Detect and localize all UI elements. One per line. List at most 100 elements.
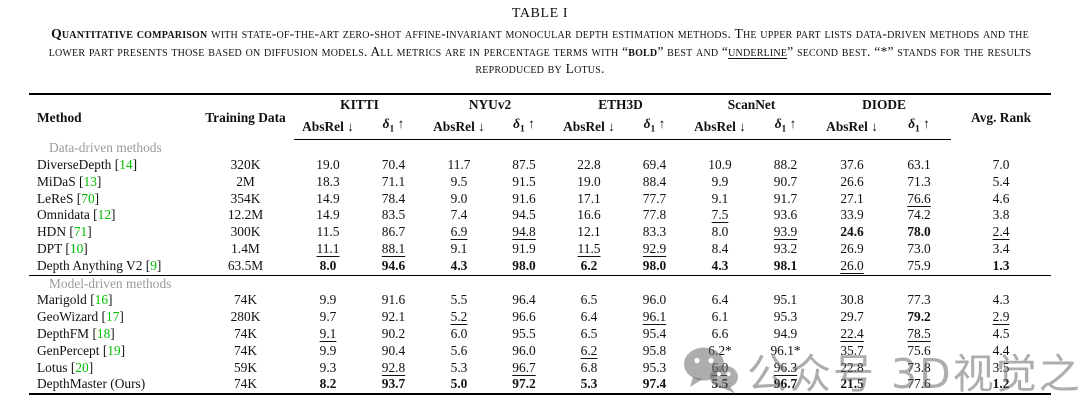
down-arrow-icon: ↓ [739, 118, 746, 134]
metric-value: 9.9 [711, 173, 729, 189]
col-header-absrel: AbsRel ↓ [555, 113, 624, 141]
citation-link[interactable]: 18 [96, 325, 111, 341]
up-arrow-icon: ↑ [528, 115, 535, 131]
metric-value: 6.2 [580, 257, 598, 273]
method-name: DiverseDepth [14] [37, 156, 138, 172]
table-row: Marigold [16] 74K 9.9 91.6 5.5 96.4 6.5 96.0 6.4… [29, 292, 1051, 309]
metric-value: 11.7 [447, 156, 471, 172]
metric-value: 8.0 [319, 257, 337, 273]
metric-value: 9.5 [450, 173, 468, 189]
down-arrow-icon: ↓ [478, 118, 485, 134]
metric-value: 95.3 [642, 359, 667, 375]
metric-value: 17.1 [577, 190, 601, 206]
col-group-diode: DIODE [862, 96, 906, 112]
metric-value: 94.8 [512, 224, 536, 240]
metric-value: 2.9 [992, 309, 1010, 325]
metric-value: 77.8 [642, 207, 667, 223]
metric-value: 96.0 [512, 342, 536, 358]
metric-value: 95.4 [642, 325, 667, 341]
metric-value: 98.0 [642, 257, 667, 273]
citation-link[interactable]: 12 [97, 207, 112, 223]
metric-value: 14.9 [316, 190, 340, 206]
metric-value: 6.9 [450, 224, 468, 240]
metric-value: 93.6 [773, 207, 798, 223]
metric-value: 3.5 [992, 359, 1010, 375]
citation-link[interactable]: 16 [94, 292, 109, 308]
metric-value: 18.3 [316, 173, 340, 189]
metric-value: 9.9 [319, 292, 337, 308]
metric-value: 96.6 [512, 309, 536, 325]
table-row: Lotus [20] 59K 9.3 92.8 5.3 96.7 6.8 95.3 6.0 96.… [29, 360, 1051, 377]
citation-link[interactable]: 9 [150, 257, 157, 273]
table-row: DiverseDepth [14] 320K 19.0 70.4 11.7 87.5 22.… [29, 157, 1051, 174]
down-arrow-icon: ↓ [608, 118, 615, 134]
metric-value: 88.4 [642, 173, 667, 189]
metric-value: 96.3 [773, 359, 798, 375]
col-group-nyuv2: NYUv2 [468, 96, 512, 112]
metric-value: 6.8 [580, 359, 598, 375]
col-header-delta1: δ1 ↑ [623, 113, 687, 141]
metric-value: 24.6 [840, 224, 864, 240]
citation-link[interactable]: 17 [106, 309, 120, 325]
method-name: HDN [71] [37, 224, 92, 240]
training-data-value: 74K [233, 292, 258, 308]
col-header-absrel: AbsRel ↓ [817, 113, 888, 141]
metric-value: 91.6 [512, 190, 536, 206]
table-row: MiDaS [13] 2M 18.3 71.1 9.5 91.5 19.0 88.4 9.9 90… [29, 174, 1051, 191]
method-name: LeReS [70] [37, 190, 100, 206]
metric-value: 6.0 [450, 325, 468, 341]
method-name: GeoWizard [17] [37, 309, 124, 325]
metric-value: 7.5 [711, 207, 729, 223]
metric-value: 98.1 [773, 257, 798, 273]
training-data-value: 12.2M [227, 207, 264, 223]
metric-value: 88.1 [381, 240, 406, 256]
metric-value: 83.3 [642, 224, 667, 240]
citation-link[interactable]: 13 [83, 173, 97, 189]
down-arrow-icon: ↓ [347, 118, 354, 134]
caption-text: Quantitative comparison with state-of-th… [34, 25, 1046, 78]
metric-value: 6.5 [580, 292, 598, 308]
metric-value: 29.7 [840, 309, 864, 325]
citation-link[interactable]: 20 [75, 359, 89, 375]
metric-value: 1.3 [992, 257, 1010, 273]
metric-value: 77.6 [907, 376, 931, 392]
metric-value: 90.7 [773, 173, 798, 189]
metric-value: 5.5 [711, 376, 729, 392]
citation-link[interactable]: 19 [107, 342, 121, 358]
metric-value: 78.4 [381, 190, 406, 206]
metric-value: 96.4 [512, 292, 536, 308]
citation-link[interactable]: 70 [81, 190, 95, 206]
metric-value: 4.3 [992, 292, 1010, 308]
col-group-eth3d: ETH3D [598, 96, 643, 112]
method-name: GenPercept [19] [37, 342, 126, 358]
citation-link[interactable]: 71 [73, 224, 88, 240]
metric-value: 96.1 [642, 309, 667, 325]
metric-value: 92.9 [642, 240, 667, 256]
metric-value: 9.9 [319, 342, 337, 358]
header-row-metrics: AbsRel ↓ δ1 ↑ AbsRel ↓ δ1 ↑ AbsRel ↓ δ1 … [29, 113, 1051, 141]
metric-value: 4.4 [992, 342, 1010, 358]
metric-value: 37.6 [840, 156, 864, 172]
citation-link[interactable]: 14 [119, 156, 133, 172]
metric-value: 5.2 [450, 309, 468, 325]
col-header-absrel: AbsRel ↓ [294, 113, 362, 141]
metric-value: 96.7 [773, 376, 798, 392]
method-name: DPT [10] [37, 240, 88, 256]
caption-bold-word: bold [628, 43, 658, 59]
metric-value: 5.5 [450, 292, 468, 308]
metric-value: 9.1 [711, 190, 729, 206]
section-label-row: Model-driven methods [29, 274, 1052, 293]
metric-value: 75.9 [907, 257, 931, 273]
metric-value: 19.0 [316, 156, 340, 172]
metric-value: 5.3 [580, 376, 598, 392]
caption-body-2: ” best and “ [657, 43, 729, 59]
col-header-absrel: AbsRel ↓ [425, 113, 494, 141]
table-row: DPT [10] 1.4M 11.1 88.1 9.1 91.9 11.5 92.9 8.4 93… [29, 241, 1051, 258]
metric-value: 77.7 [642, 190, 667, 206]
metric-value: 96.0 [642, 292, 667, 308]
metric-value: 4.6 [992, 190, 1010, 206]
metric-value: 95.1 [773, 292, 798, 308]
citation-link[interactable]: 10 [69, 240, 84, 256]
metric-value: 83.5 [381, 207, 406, 223]
col-header-delta1: δ1 ↑ [887, 113, 952, 141]
